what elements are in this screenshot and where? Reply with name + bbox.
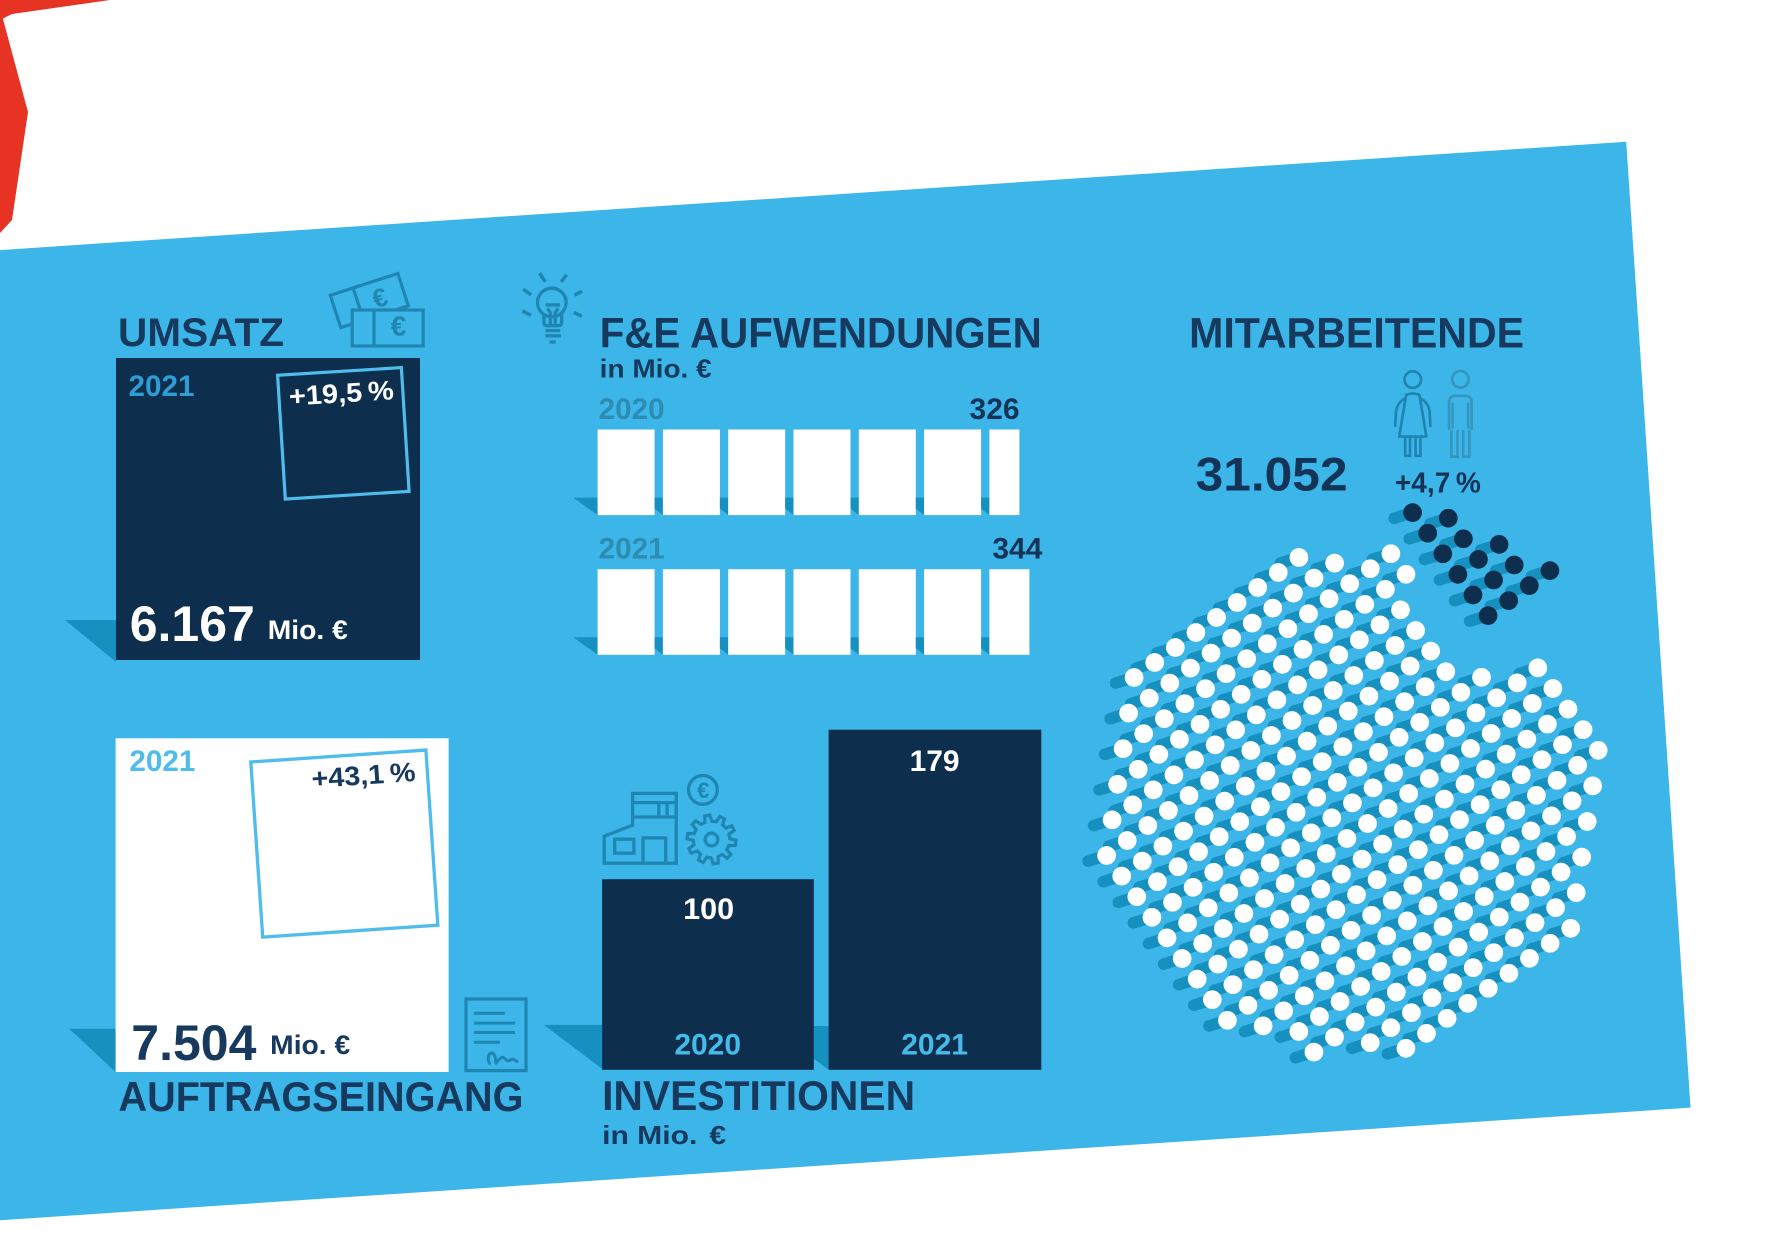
svg-text:AUFTRAGSEINGANG: AUFTRAGSEINGANG: [119, 1073, 524, 1120]
svg-text:326: 326: [970, 393, 1020, 426]
svg-text:INVESTITIONEN: INVESTITIONEN: [602, 1072, 915, 1119]
svg-text:F&E AUFWENDUNGEN: F&E AUFWENDUNGEN: [600, 309, 1042, 357]
svg-text:+4,7 %: +4,7 %: [1395, 468, 1481, 500]
svg-text:+19,5 %: +19,5 %: [288, 375, 395, 411]
svg-text:€: €: [697, 778, 709, 803]
svg-text:UMSATZ: UMSATZ: [118, 311, 284, 355]
svg-text:in Mio. €: in Mio. €: [602, 1120, 726, 1150]
svg-text:2021: 2021: [129, 370, 195, 403]
svg-text:€: €: [391, 311, 407, 342]
svg-text:179: 179: [910, 745, 960, 778]
svg-text:2020: 2020: [599, 393, 665, 426]
svg-text:100: 100: [683, 893, 734, 926]
svg-text:2020: 2020: [674, 1029, 741, 1062]
svg-text:MITARBEITENDE: MITARBEITENDE: [1189, 309, 1524, 357]
svg-text:Mio. €: Mio. €: [270, 1030, 350, 1060]
svg-text:in Mio. €: in Mio. €: [600, 354, 712, 384]
svg-text:7.504: 7.504: [131, 1015, 256, 1071]
svg-text:6.167: 6.167: [130, 596, 255, 652]
svg-text:344: 344: [992, 533, 1042, 566]
svg-text:2021: 2021: [129, 745, 195, 778]
svg-text:Mio. €: Mio. €: [268, 615, 348, 645]
svg-text:+43,1 %: +43,1 %: [311, 757, 417, 794]
svg-text:2021: 2021: [901, 1029, 968, 1062]
svg-text:2021: 2021: [599, 533, 665, 566]
svg-text:31.052: 31.052: [1196, 448, 1348, 501]
